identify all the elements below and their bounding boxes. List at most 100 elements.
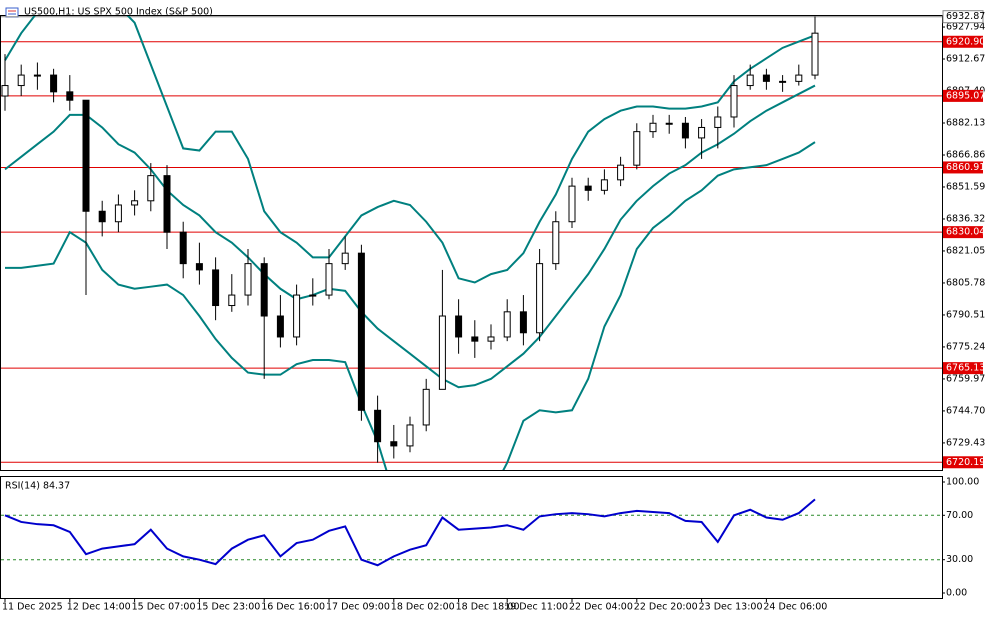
rsi-title: RSI(14) 84.37 [5, 481, 70, 492]
candle-body [422, 388, 430, 426]
level-label-bg [943, 226, 983, 239]
level-label: 6765.13 [946, 363, 985, 374]
candle-body [276, 315, 284, 338]
candle-body [795, 74, 803, 82]
x-tick-label: 23 Dec 13:00 [699, 602, 763, 613]
candle-body [519, 311, 527, 334]
candle-body [17, 74, 25, 87]
candle-body [244, 263, 252, 296]
x-tick-label: 15 Dec 07:00 [132, 602, 196, 613]
candle-body [487, 336, 495, 342]
candle-body [681, 122, 689, 139]
candle-body [536, 263, 544, 334]
candle-body [147, 175, 155, 202]
x-tick-label: 19 Dec 11:00 [504, 602, 568, 613]
chart-title: US500,H1: US SPX 500 Index (S&P 500) [24, 7, 213, 18]
level-label-bg [943, 89, 983, 102]
level-label-bg [943, 35, 983, 48]
rsi-panel [0, 476, 943, 599]
candle-body [600, 179, 608, 191]
rsi-tick-label: 30.00 [946, 554, 973, 565]
level-label: 6860.91 [946, 162, 985, 173]
candle-body [568, 185, 576, 223]
candle-body [406, 424, 414, 447]
x-tick-label: 24 Dec 06:00 [763, 602, 827, 613]
bollinger-middle [4, 84, 816, 389]
y-tick-label: 6805.78 [946, 277, 985, 288]
candle-body [33, 74, 41, 77]
candle-body [260, 263, 268, 317]
candle-body [293, 294, 301, 338]
x-tick-label: 22 Dec 04:00 [569, 602, 633, 613]
candle-body [1, 85, 9, 97]
level-label: 6920.90 [946, 36, 985, 47]
y-tick-label: 6836.32 [946, 213, 985, 224]
x-tick-label: 11 Dec 2025 [2, 602, 63, 613]
candle-body [179, 231, 187, 265]
x-tick-label: 18 Dec 18:00 [456, 602, 520, 613]
candle-body [212, 269, 220, 307]
y-tick-label: 6790.51 [946, 309, 985, 320]
y-tick-label: 6775.24 [946, 341, 985, 352]
candle-body [665, 122, 673, 125]
y-tick-label: 6866.86 [946, 149, 985, 160]
candle-body [357, 252, 365, 411]
x-tick-label: 16 Dec 16:00 [261, 602, 325, 613]
candle-body [746, 74, 754, 87]
bollinger-upper [4, 16, 816, 284]
level-label-bg [943, 456, 983, 469]
candle-body [617, 164, 625, 181]
axes: 6927.946912.676897.406882.136866.866851.… [2, 10, 985, 613]
current-price-label: 6932.87 [946, 11, 985, 22]
candle-body [471, 336, 479, 342]
level-label: 6720.19 [946, 457, 985, 468]
current-price-bg [942, 10, 984, 24]
price-plot [1, 16, 942, 470]
rsi-line [4, 498, 816, 567]
symbol-icon [5, 7, 19, 18]
y-tick-label: 6744.70 [946, 405, 985, 416]
candle-body [163, 175, 171, 233]
candle-body [730, 85, 738, 118]
level-label-bg [943, 161, 983, 174]
candle-body [309, 294, 317, 297]
x-tick-label: 17 Dec 09:00 [326, 602, 390, 613]
x-tick-label: 12 Dec 14:00 [67, 602, 131, 613]
candle-body [779, 80, 787, 83]
candle-body [50, 74, 58, 93]
candle-body [195, 263, 203, 271]
candle-body [390, 441, 398, 447]
candle-body [374, 409, 382, 443]
candle-body [714, 116, 722, 128]
candle-body [762, 74, 770, 82]
y-tick-label: 6821.05 [946, 245, 985, 256]
x-tick-label: 22 Dec 20:00 [634, 602, 698, 613]
bollinger-lower [5, 141, 816, 470]
rsi-tick-label: 0.00 [946, 588, 967, 599]
candle-body [584, 185, 592, 191]
y-tick-label: 6759.97 [946, 373, 985, 384]
rsi-tick-label: 100.00 [946, 476, 979, 487]
level-label: 6830.04 [946, 227, 985, 238]
candle-body [455, 315, 463, 338]
y-tick-label: 6912.67 [946, 54, 985, 65]
x-tick-label: 15 Dec 23:00 [196, 602, 260, 613]
candle-body [698, 126, 706, 139]
candle-body [438, 315, 446, 390]
candle-body [811, 32, 819, 76]
y-tick-label: 6851.59 [946, 181, 985, 192]
candle-body [503, 311, 511, 338]
candle-body [552, 221, 560, 265]
candle-body [649, 122, 657, 133]
candle-body [82, 99, 90, 212]
rsi-tick-label: 70.00 [946, 510, 973, 521]
x-tick-label: 18 Dec 02:00 [391, 602, 455, 613]
price-panel [0, 15, 943, 471]
candle-body [66, 91, 74, 101]
y-tick-label: 6927.94 [946, 22, 985, 33]
level-label-bg [943, 362, 983, 375]
candle-body [633, 131, 641, 166]
candle-body [325, 263, 333, 296]
level-label: 6895.07 [946, 90, 985, 101]
